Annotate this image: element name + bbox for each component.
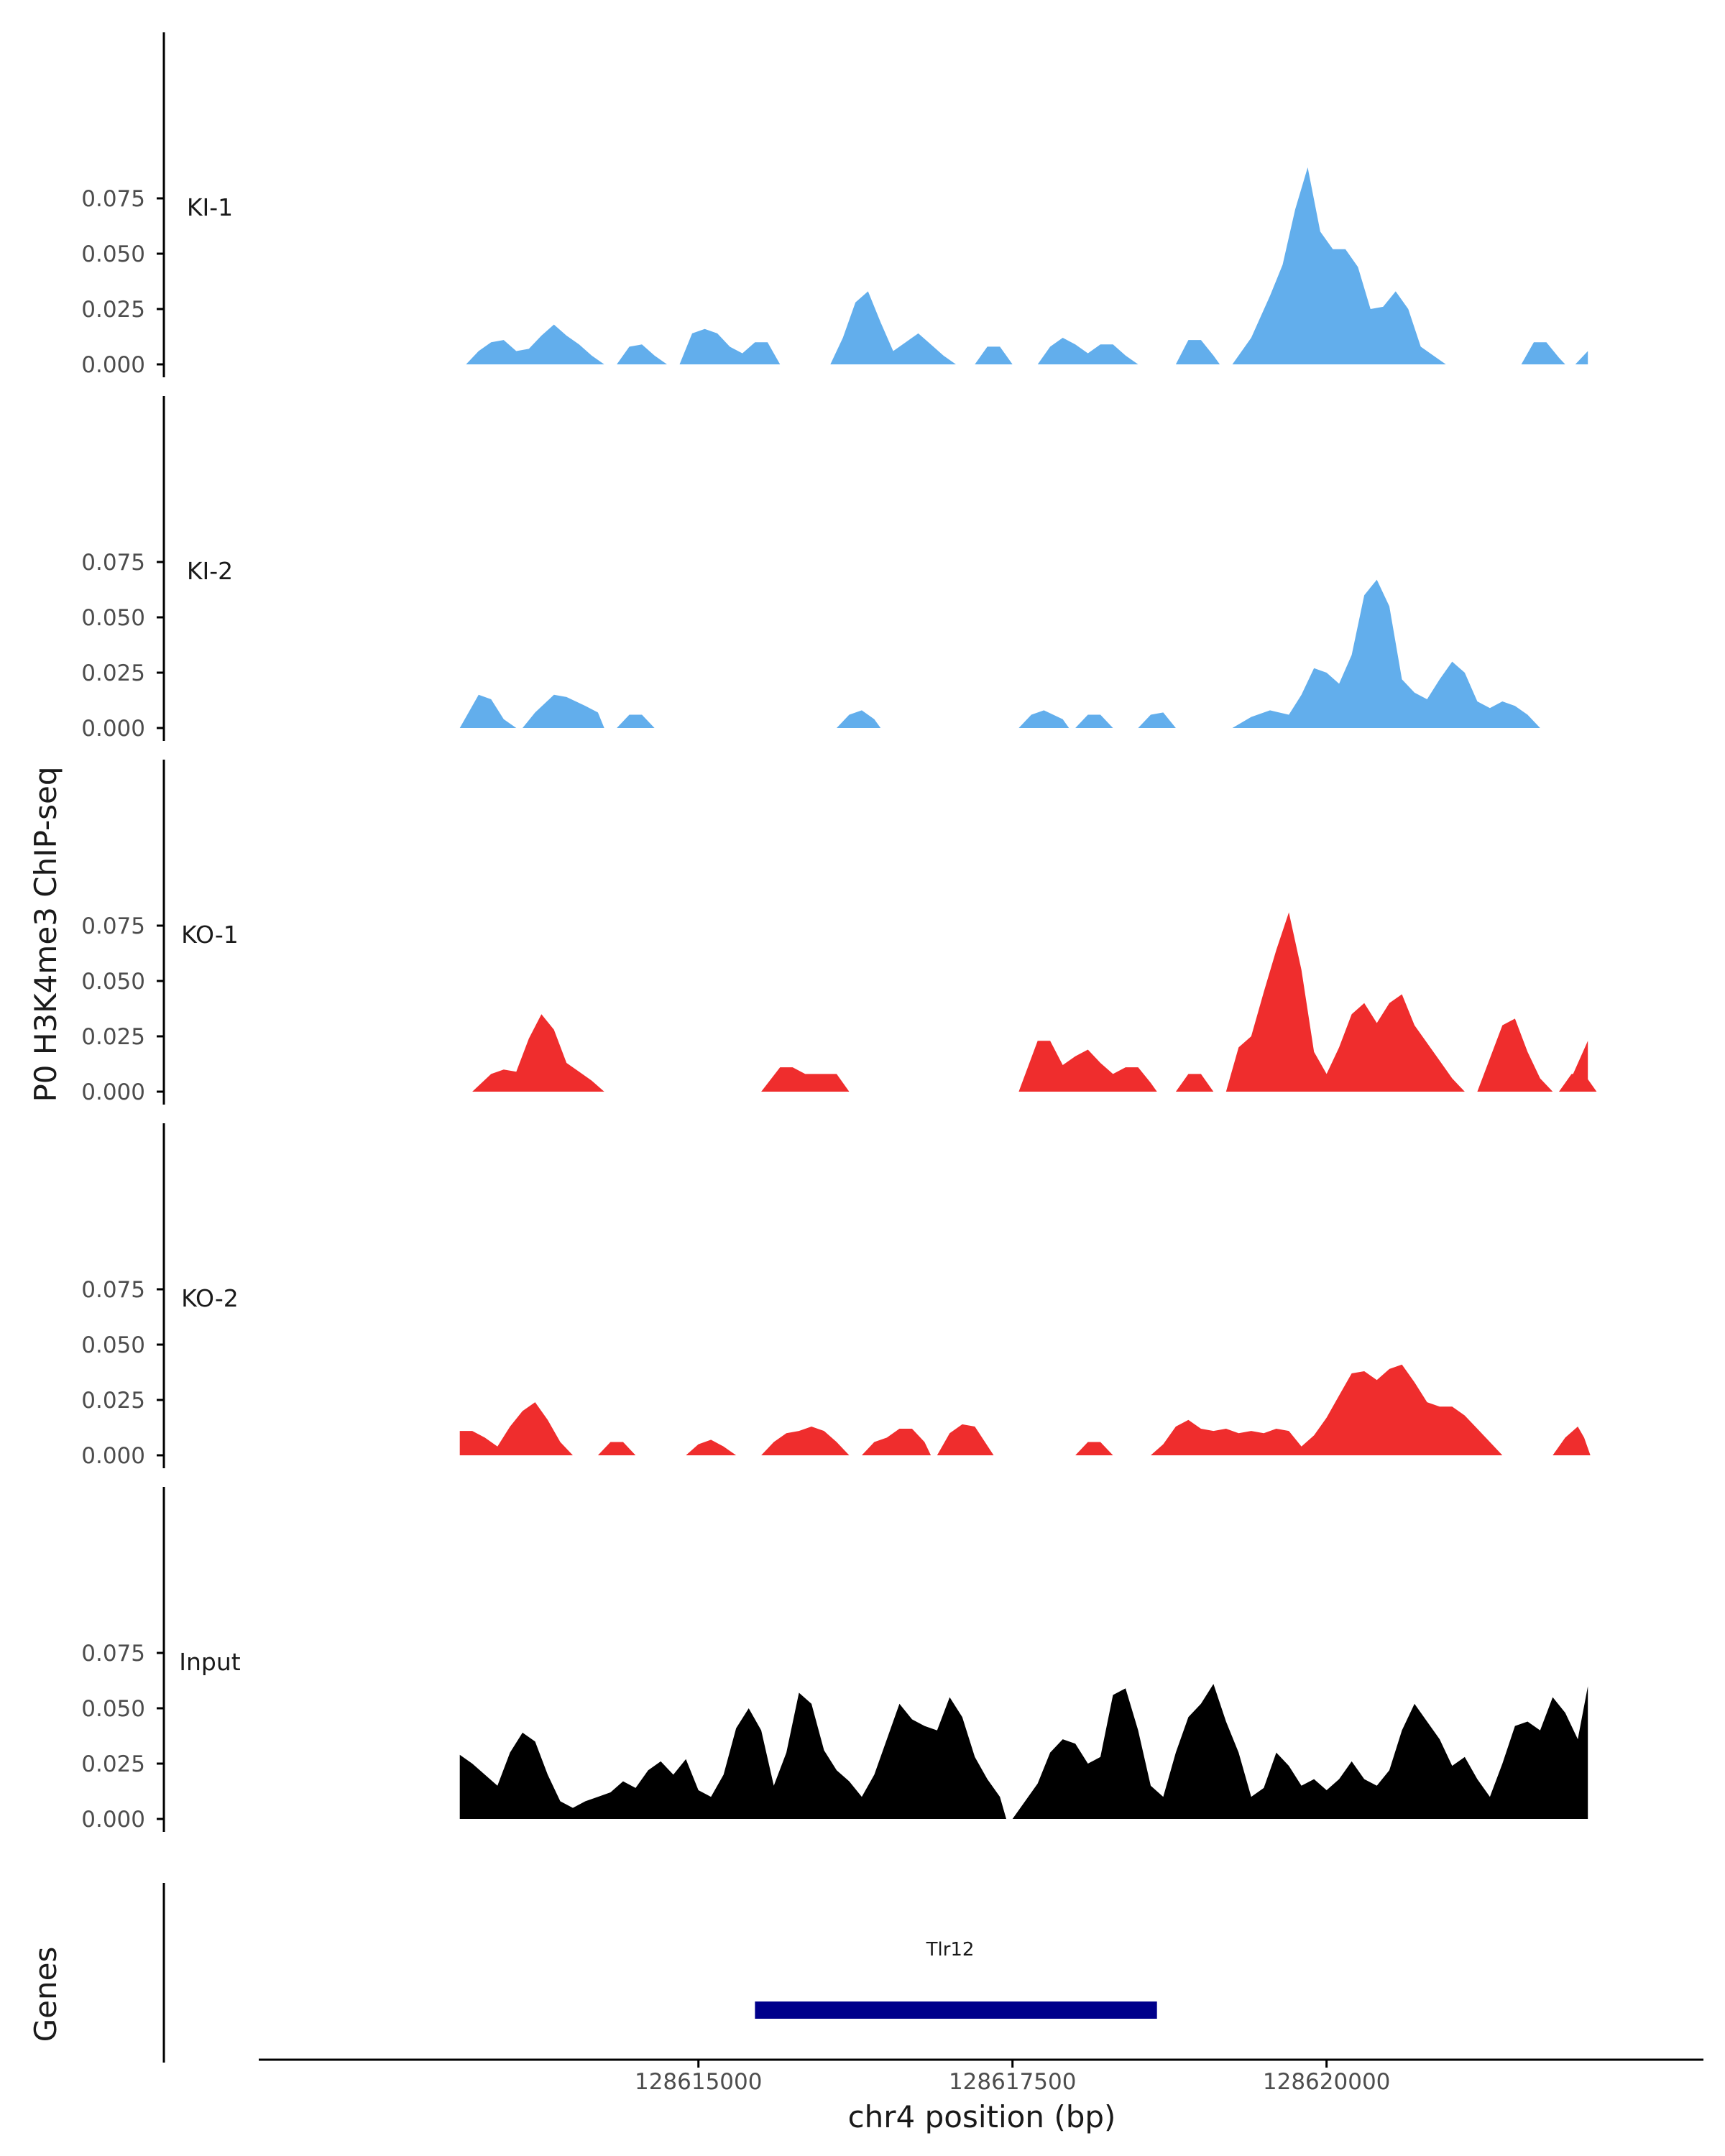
y-tick-label: 0.025 [81,1388,145,1414]
track-label-ko-1: KO-1 [181,921,239,949]
y-tick-label: 0.000 [81,1443,145,1469]
y-tick-label: 0.025 [81,1751,145,1777]
gene-label: Tlr12 [926,1939,975,1961]
track-label-ki-1: KI-1 [187,193,233,221]
x-tick-label: 128617500 [949,2069,1077,2095]
y-tick-label: 0.050 [81,241,145,267]
y-tick-label: 0.000 [81,1807,145,1833]
genes-panel: Tlr12 [162,1883,1157,2063]
track-ki-2: 0.000 0.025 0.050 0.075 KI-2 [81,396,1540,742]
y-tick-label: 0.075 [81,1277,145,1303]
y-tick-label: 0.075 [81,186,145,212]
y-tick-label: 0.025 [81,1024,145,1050]
coverage-area-ko-2 [459,1364,1591,1455]
y-axis-title: P0 H3K4me3 ChIP-seq [28,766,63,1102]
x-tick-label: 128620000 [1263,2069,1391,2095]
y-tick-label: 0.050 [81,1696,145,1722]
track-label-ki-2: KI-2 [187,557,233,585]
track-input: 0.000 0.025 0.050 0.075 Input [81,1487,1588,1833]
y-tick-label: 0.075 [81,550,145,576]
y-tick-label: 0.050 [81,1332,145,1358]
y-tick-label: 0.050 [81,605,145,631]
y-tick-label: 0.075 [81,913,145,939]
gene-tlr12 [755,2001,1157,2019]
x-axis-title: chr4 position (bp) [848,2099,1116,2134]
track-label-input: Input [179,1648,241,1676]
coverage-area-input [459,1684,1588,1819]
x-axis: 128615000 128617500 128620000 [259,2058,1703,2095]
track-ki-1: 0.000 0.025 0.050 0.075 KI-1 [81,32,1588,378]
y-tick-label: 0.025 [81,660,145,686]
track-ko-2: 0.000 0.025 0.050 0.075 KO-2 [81,1123,1591,1469]
y-tick-label: 0.000 [81,352,145,378]
y-tick-label: 0.025 [81,297,145,323]
genes-axis-title: Genes [28,1947,63,2042]
coverage-area-ki-1 [466,167,1588,364]
track-ko-1: 0.000 0.025 0.050 0.075 KO-1 [81,760,1597,1105]
y-tick-label: 0.050 [81,969,145,995]
y-tick-label: 0.000 [81,716,145,742]
x-tick-label: 128615000 [635,2069,763,2095]
y-tick-label: 0.075 [81,1641,145,1667]
y-tick-label: 0.000 [81,1079,145,1105]
track-label-ko-2: KO-2 [181,1284,239,1312]
coverage-area-ki-2 [459,579,1540,728]
coverage-area-ko-1 [472,912,1597,1092]
